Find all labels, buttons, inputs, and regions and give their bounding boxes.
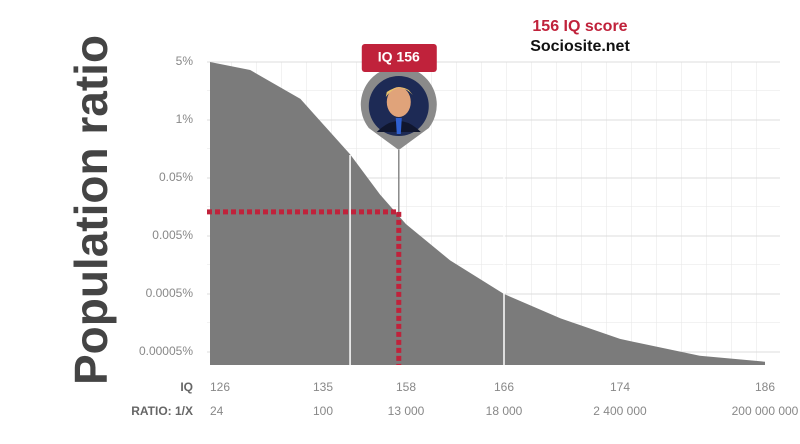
x-tick-label: 166 [494,380,514,394]
ratio-label: 24 [210,404,224,418]
x-tick-label: 158 [396,380,416,394]
chart-subtitle: Sociosite.net [530,38,630,55]
y-tick-label: 0.0005% [146,286,194,300]
ratio-label: 200 000 000 [732,404,799,418]
y-tick-label: 0.05% [159,170,193,184]
pin-hair [385,87,413,97]
x-tick-label: 174 [610,380,630,394]
ratio-axis-label: RATIO: 1/X [131,404,193,418]
x-tick-label: 135 [313,380,333,394]
ratio-label: 100 [313,404,333,418]
chart-title: 156 IQ score [532,18,627,35]
y-tick-label: 1% [176,112,194,126]
y-tick-label: 0.005% [152,228,193,242]
area [210,62,765,365]
x-tick-label: 126 [210,380,230,394]
x-axis-label: IQ [180,380,193,394]
highlight-label: IQ 156 [378,49,420,65]
y-tick-label: 5% [176,54,194,68]
pin-tie [395,118,402,134]
highlight-label-box [361,44,437,72]
ratio-label: 13 000 [388,404,425,418]
pin-face [386,87,411,117]
plot: IQ 156 [207,44,765,365]
highlight: IQ 156 [207,44,437,365]
ratio-label: 2 400 000 [593,404,647,418]
ratio-label: 18 000 [486,404,523,418]
y-tick-label: 0.00005% [139,344,193,358]
x-tick-label: 186 [755,380,775,394]
y-axis-label: Population ratio [65,35,117,385]
